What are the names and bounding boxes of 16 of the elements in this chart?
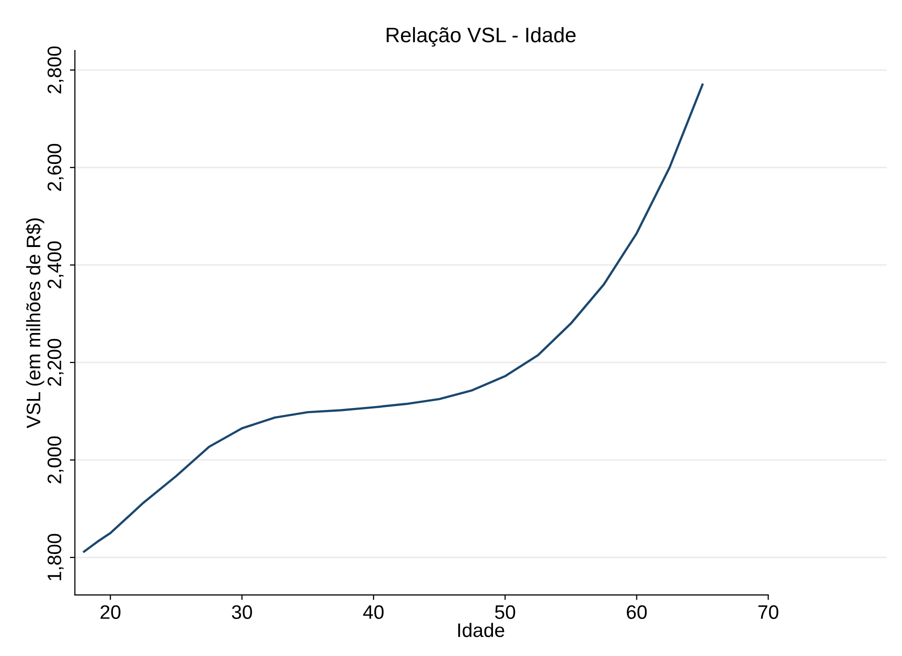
chart-title: Relação VSL - Idade xyxy=(386,27,576,47)
x-tick-label: 50 xyxy=(495,605,516,619)
y-tick-label: 2,800 xyxy=(48,46,64,94)
y-tick-label: 2,400 xyxy=(48,241,64,288)
y-tick-label: 2,200 xyxy=(48,338,64,386)
line-series xyxy=(82,84,704,553)
x-axis-title: Idade xyxy=(458,622,504,638)
x-tick-label: 70 xyxy=(758,605,778,619)
x-tick-label: 60 xyxy=(626,605,647,619)
y-tick-label: 2,000 xyxy=(48,436,64,484)
y-tick-label: 1,800 xyxy=(48,534,64,580)
y-tick-label: 2,600 xyxy=(48,144,64,191)
x-tick-label: 20 xyxy=(100,605,120,619)
x-tick-label: 40 xyxy=(363,605,384,619)
x-tick-label: 30 xyxy=(232,605,252,619)
y-axis-title: VSL (em milhões de R$) xyxy=(26,218,44,428)
